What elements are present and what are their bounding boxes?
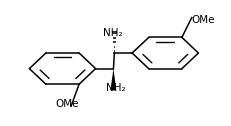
Polygon shape [110, 69, 116, 90]
Text: NH₂: NH₂ [103, 28, 122, 38]
Text: NH₂: NH₂ [106, 83, 125, 93]
Text: OMe: OMe [55, 99, 79, 109]
Text: OMe: OMe [192, 15, 215, 25]
